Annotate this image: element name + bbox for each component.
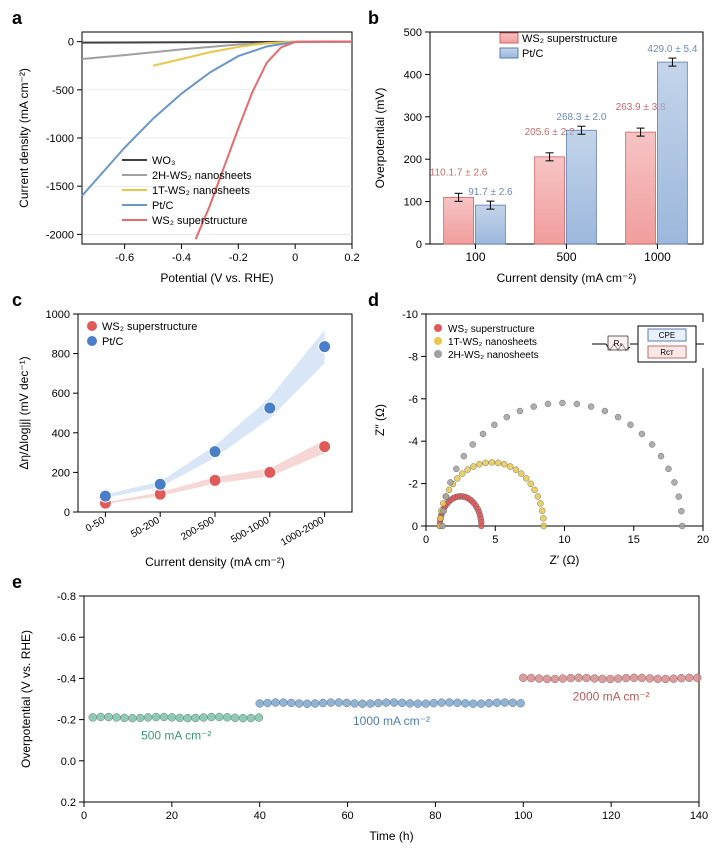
panel-a: -0.6 -0.4 -0.2 0 0.2 -2000 -1500 -1000 -500 0 Pote… [12, 20, 362, 288]
svg-text:1T-WS₂ nanosheets: 1T-WS₂ nanosheets [152, 185, 250, 197]
svg-text:500: 500 [556, 250, 576, 264]
svg-text:WS₂ superstructure: WS₂ superstructure [448, 324, 535, 335]
svg-text:20: 20 [697, 534, 709, 546]
svg-text:-2: -2 [408, 479, 418, 491]
svg-text:500: 500 [404, 27, 422, 39]
svg-text:0: 0 [416, 239, 422, 251]
svg-text:-0.2: -0.2 [57, 715, 76, 727]
svg-text:Current density (mA cm⁻²): Current density (mA cm⁻²) [497, 271, 637, 285]
svg-text:600: 600 [52, 388, 70, 400]
svg-text:10: 10 [558, 534, 570, 546]
svg-text:-0.8: -0.8 [57, 591, 76, 603]
svg-text:1000 mA cm⁻²: 1000 mA cm⁻² [353, 714, 430, 728]
chart-e: 0 20 40 60 80 100 120 140 0.2 0.0 -0.2 -0.4 -0.6 -0.8… [12, 584, 713, 846]
svg-text:200: 200 [52, 467, 70, 479]
svg-text:Overpotential (V vs. RHE): Overpotential (V vs. RHE) [19, 630, 33, 768]
svg-text:-0.6: -0.6 [57, 632, 76, 644]
svg-text:15: 15 [628, 534, 640, 546]
svg-text:-0.6: -0.6 [115, 252, 134, 264]
svg-text:300: 300 [404, 112, 422, 124]
svg-text:5: 5 [492, 534, 498, 546]
svg-text:40: 40 [254, 810, 266, 822]
svg-text:WS₂ superstructure: WS₂ superstructure [522, 33, 617, 45]
svg-text:1000: 1000 [644, 250, 671, 264]
svg-text:2H-WS₂ nanosheets: 2H-WS₂ nanosheets [152, 170, 252, 182]
svg-text:0.2: 0.2 [61, 797, 76, 809]
svg-text:Pt/C: Pt/C [152, 200, 173, 212]
chart-b: 0 100 200 300 400 500 100 500 1000 Current densit… [368, 20, 713, 288]
svg-text:-8: -8 [408, 351, 418, 363]
svg-text:Δη/Δlog|j| (mV dec⁻¹): Δη/Δlog|j| (mV dec⁻¹) [17, 356, 31, 469]
svg-text:400: 400 [404, 69, 422, 81]
svg-text:110.1.7 ± 2.6: 110.1.7 ± 2.6 [430, 167, 488, 178]
svg-text:-6: -6 [408, 394, 418, 406]
svg-text:100: 100 [465, 250, 485, 264]
svg-text:1T-WS₂ nanosheets: 1T-WS₂ nanosheets [448, 337, 537, 348]
svg-text:140: 140 [690, 810, 708, 822]
svg-text:120: 120 [602, 810, 620, 822]
svg-text:200: 200 [404, 154, 422, 166]
panel-d: 0 5 10 15 20 0 -2 -4 -6 -8 -10 Z′ (Ω) Z″ (Ω) WS₂ supe… [368, 302, 713, 570]
svg-text:Time (h): Time (h) [369, 829, 413, 843]
svg-text:500-1000: 500-1000 [229, 515, 271, 546]
svg-text:Rᴄᴛ: Rᴄᴛ [660, 348, 674, 357]
chart-d: 0 5 10 15 20 0 -2 -4 -6 -8 -10 Z′ (Ω) Z″ (Ω) WS₂ supe… [368, 302, 713, 570]
svg-text:2H-WS₂ nanosheets: 2H-WS₂ nanosheets [448, 350, 539, 361]
svg-text:-4: -4 [408, 436, 418, 448]
svg-text:429.0 ± 5.4: 429.0 ± 5.4 [647, 44, 697, 55]
svg-text:268.3 ± 2.0: 268.3 ± 2.0 [556, 112, 606, 123]
svg-text:Current density (mA cm⁻²): Current density (mA cm⁻²) [17, 68, 31, 208]
svg-text:50-200: 50-200 [129, 515, 162, 540]
svg-text:0.0: 0.0 [61, 756, 76, 768]
svg-text:Pt/C: Pt/C [102, 336, 123, 348]
svg-text:500 mA cm⁻²: 500 mA cm⁻² [141, 729, 211, 743]
svg-text:2000 mA cm⁻²: 2000 mA cm⁻² [573, 689, 650, 703]
svg-text:0: 0 [64, 507, 70, 519]
svg-text:Overpotential (mV): Overpotential (mV) [373, 88, 387, 189]
svg-text:0: 0 [68, 37, 74, 49]
svg-text:Potential (V vs. RHE): Potential (V vs. RHE) [160, 271, 273, 285]
svg-text:CPE: CPE [659, 331, 675, 340]
svg-text:91.7 ± 2.6: 91.7 ± 2.6 [468, 187, 513, 198]
svg-text:-0.4: -0.4 [172, 252, 191, 264]
svg-text:0: 0 [292, 252, 298, 264]
svg-text:0: 0 [423, 534, 429, 546]
svg-text:-500: -500 [52, 85, 74, 97]
panel-e: 0 20 40 60 80 100 120 140 0.2 0.0 -0.2 -0.4 -0.6 -0.8… [12, 584, 713, 846]
svg-text:Pt/C: Pt/C [522, 48, 543, 60]
svg-text:WO₃: WO₃ [152, 155, 175, 167]
svg-text:1000: 1000 [46, 309, 70, 321]
svg-text:200-500: 200-500 [179, 515, 217, 543]
svg-text:1000-2000: 1000-2000 [279, 515, 326, 549]
svg-text:400: 400 [52, 428, 70, 440]
figure-root: a b c d e -0.6-0.4-0.200.2-2000-1500-100… [0, 0, 721, 853]
svg-text:800: 800 [52, 349, 70, 361]
svg-text:-1000: -1000 [46, 133, 74, 145]
svg-text:20: 20 [166, 810, 178, 822]
svg-text:100: 100 [514, 810, 532, 822]
svg-text:Rₛ: Rₛ [614, 339, 623, 348]
svg-text:60: 60 [341, 810, 353, 822]
svg-text:WS₂ superstructure: WS₂ superstructure [152, 215, 247, 227]
svg-text:0-50: 0-50 [84, 515, 107, 535]
panel-b: 0 100 200 300 400 500 100 500 1000 Current densit… [368, 20, 713, 288]
svg-text:0: 0 [81, 810, 87, 822]
svg-text:Z′ (Ω): Z′ (Ω) [550, 553, 580, 567]
svg-text:Z″ (Ω): Z″ (Ω) [373, 404, 387, 436]
svg-text:100: 100 [404, 197, 422, 209]
svg-text:-1500: -1500 [46, 181, 74, 193]
svg-text:Current density (mA cm⁻²): Current density (mA cm⁻²) [145, 555, 285, 569]
svg-text:WS₂ superstructure: WS₂ superstructure [102, 321, 197, 333]
svg-text:-0.4: -0.4 [57, 673, 76, 685]
svg-text:-10: -10 [402, 309, 418, 321]
chart-a: -0.6 -0.4 -0.2 0 0.2 -2000 -1500 -1000 -500 0 Pote… [12, 20, 362, 288]
panel-c: 0 200 400 600 800 1000 0-50 50-200 200-500 500-10… [12, 302, 362, 570]
svg-text:80: 80 [429, 810, 441, 822]
svg-text:0.2: 0.2 [344, 252, 359, 264]
svg-text:-0.2: -0.2 [229, 252, 248, 264]
svg-text:0: 0 [412, 521, 418, 533]
svg-text:-2000: -2000 [46, 229, 74, 241]
chart-c: 0 200 400 600 800 1000 0-50 50-200 200-500 500-10… [12, 302, 362, 570]
